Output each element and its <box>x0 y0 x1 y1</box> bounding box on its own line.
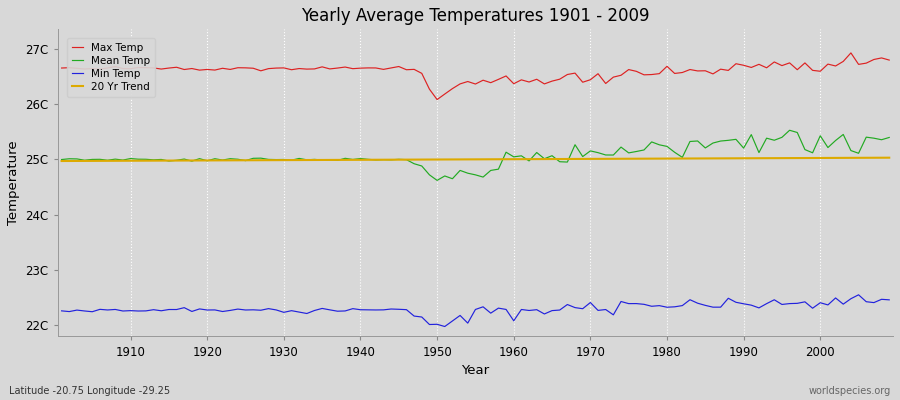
20 Yr Trend <box>286 158 297 162</box>
Legend: Max Temp, Mean Temp, Min Temp, 20 Yr Trend: Max Temp, Mean Temp, Min Temp, 20 Yr Tre… <box>68 38 156 97</box>
Min Temp <box>118 308 129 313</box>
20 Yr Trend <box>508 157 519 162</box>
Text: Latitude -20.75 Longitude -29.25: Latitude -20.75 Longitude -29.25 <box>9 386 170 396</box>
X-axis label: Year: Year <box>462 364 490 377</box>
Mean Temp <box>784 128 795 133</box>
Mean Temp <box>516 154 526 158</box>
Min Temp <box>516 307 526 312</box>
Max Temp <box>845 50 856 55</box>
Y-axis label: Temperature: Temperature <box>7 140 20 225</box>
Line: 20 Yr Trend: 20 Yr Trend <box>61 158 889 161</box>
20 Yr Trend <box>600 156 611 161</box>
Mean Temp <box>286 158 297 162</box>
Max Temp <box>118 66 129 71</box>
Min Temp <box>884 298 895 302</box>
Mean Temp <box>508 154 519 159</box>
Min Temp <box>508 318 519 323</box>
Mean Temp <box>56 157 67 162</box>
Title: Yearly Average Temperatures 1901 - 2009: Yearly Average Temperatures 1901 - 2009 <box>302 7 650 25</box>
Mean Temp <box>432 178 443 183</box>
20 Yr Trend <box>118 158 129 163</box>
Max Temp <box>286 67 297 72</box>
Min Temp <box>286 308 297 313</box>
20 Yr Trend <box>884 155 895 160</box>
Min Temp <box>56 308 67 313</box>
Max Temp <box>332 66 343 70</box>
Mean Temp <box>118 158 129 162</box>
Mean Temp <box>608 153 619 158</box>
Min Temp <box>853 292 864 297</box>
Text: worldspecies.org: worldspecies.org <box>809 386 891 396</box>
Max Temp <box>56 66 67 70</box>
Min Temp <box>608 312 619 317</box>
Mean Temp <box>332 158 343 163</box>
Min Temp <box>332 309 343 314</box>
Min Temp <box>439 324 450 329</box>
20 Yr Trend <box>56 159 67 164</box>
Mean Temp <box>884 135 895 140</box>
Max Temp <box>508 81 519 86</box>
Max Temp <box>884 58 895 62</box>
Line: Mean Temp: Mean Temp <box>61 130 889 180</box>
Line: Max Temp: Max Temp <box>61 53 889 100</box>
20 Yr Trend <box>500 157 511 162</box>
Max Temp <box>516 78 526 82</box>
Max Temp <box>432 97 443 102</box>
Line: Min Temp: Min Temp <box>61 295 889 326</box>
20 Yr Trend <box>332 158 343 162</box>
Max Temp <box>608 75 619 80</box>
